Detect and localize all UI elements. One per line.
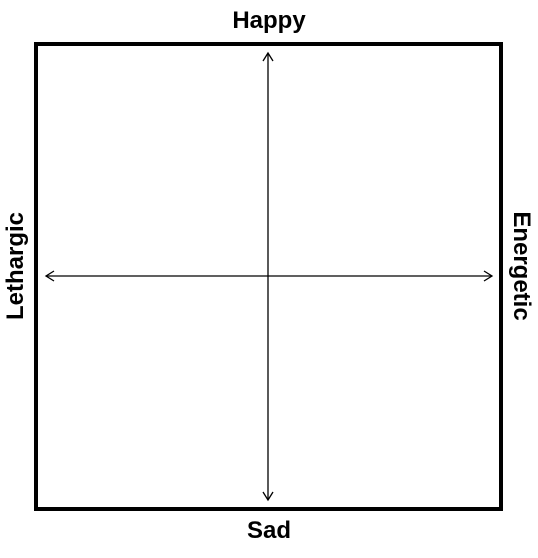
vertical-axis-top-arrowhead: [262, 51, 274, 62]
left-axis-label: Lethargic: [2, 211, 29, 321]
bottom-axis-label: Sad: [246, 517, 291, 544]
top-axis-label: Happy: [232, 7, 306, 34]
quadrant-border: [34, 42, 503, 511]
horizontal-axis-right-arrowhead: [483, 270, 494, 282]
vertical-axis-bottom-arrowhead: [262, 491, 274, 502]
horizontal-axis-left-arrowhead: [44, 270, 55, 282]
right-axis-label: Energetic: [508, 211, 535, 321]
